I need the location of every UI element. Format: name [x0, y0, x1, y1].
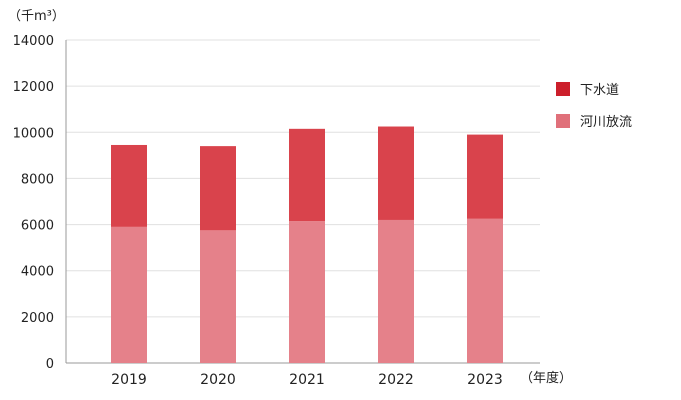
y-tick-label: 0: [46, 357, 54, 372]
y-axis-ticks: 0 2000 4000 6000 8000 10000 12000 14000: [13, 34, 54, 372]
y-tick-label: 8000: [21, 172, 54, 187]
bar-sewer-2020: [200, 146, 236, 231]
y-tick-label: 6000: [21, 219, 54, 234]
bar-sewer-2022: [378, 126, 414, 220]
bar-river-2022: [378, 219, 414, 363]
legend-label: 河川放流: [580, 115, 632, 130]
legend-label: 下水道: [580, 83, 619, 98]
bar-sewer-2023: [467, 134, 503, 219]
bar-sewer-2021: [289, 128, 325, 222]
legend-swatch: [556, 82, 570, 96]
x-tick-label: 2020: [200, 372, 236, 388]
x-tick-label: 2019: [111, 372, 147, 388]
x-axis-ticks: 2019 2020 2021 2022 2023: [111, 372, 503, 388]
y-tick-label: 4000: [21, 265, 54, 280]
bar-river-2021: [289, 221, 325, 363]
x-axis-unit-label: （年度）: [520, 370, 572, 386]
y-tick-label: 2000: [21, 311, 54, 326]
x-tick-label: 2022: [378, 372, 414, 388]
bar-river-2020: [200, 230, 236, 363]
bar-sewer-2019: [111, 144, 147, 227]
y-axis-unit-label: （千m³）: [8, 9, 65, 24]
x-tick-label: 2021: [289, 372, 325, 388]
bar-river-2019: [111, 226, 147, 363]
y-tick-label: 10000: [13, 126, 54, 141]
bar-river-2023: [467, 218, 503, 363]
bars: [111, 126, 503, 363]
y-tick-label: 14000: [13, 34, 54, 49]
y-tick-label: 12000: [13, 80, 54, 95]
legend-swatch: [556, 114, 570, 128]
x-tick-label: 2023: [467, 372, 503, 388]
